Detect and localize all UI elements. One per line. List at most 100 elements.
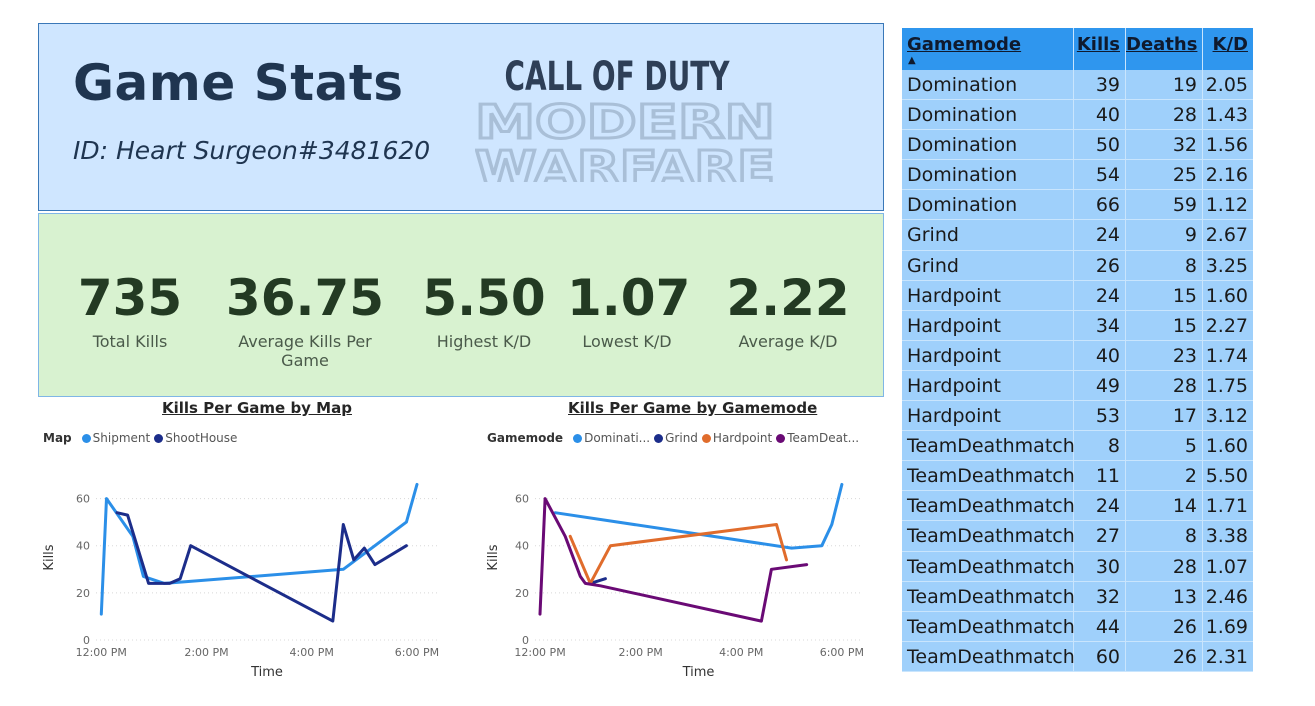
cell-gamemode: Domination bbox=[902, 70, 1074, 100]
cell-gamemode: Domination bbox=[902, 100, 1074, 130]
table-row[interactable]: Domination 54 25 2.16 bbox=[902, 160, 1253, 191]
cell-kd: 2.05 bbox=[1205, 74, 1248, 96]
column-header-gamemode[interactable]: Gamemode bbox=[902, 28, 1074, 70]
page-title: Game Stats bbox=[73, 54, 404, 112]
cell-gamemode: Domination bbox=[902, 130, 1074, 160]
kpi-lowest-kd: 1.07 Lowest K/D bbox=[567, 268, 690, 351]
cell-kills: 24 bbox=[1074, 491, 1126, 521]
cell-gamemode: Hardpoint bbox=[902, 370, 1074, 401]
legend-dot-icon bbox=[154, 434, 164, 443]
table-row[interactable]: Domination 39 19 2.05 bbox=[902, 70, 1253, 101]
y-axis-label: Kills bbox=[42, 544, 57, 570]
column-header-kills[interactable]: Kills bbox=[1074, 28, 1126, 70]
x-axis-label: Time bbox=[250, 665, 283, 680]
table-row[interactable]: TeamDeathmatch 24 14 1.71 bbox=[902, 491, 1253, 522]
cell-kd: 1.07 bbox=[1205, 555, 1248, 578]
cell-kills: 34 bbox=[1074, 310, 1126, 340]
table-row[interactable]: Domination 40 28 1.43 bbox=[902, 100, 1253, 131]
column-header-deaths[interactable]: Deaths bbox=[1126, 28, 1203, 70]
y-tick-label: 0 bbox=[83, 634, 90, 647]
kpi-label: Total Kills bbox=[92, 332, 168, 351]
cell-kd: 2.31 bbox=[1205, 645, 1248, 668]
series-line-shipment[interactable] bbox=[99, 482, 419, 616]
cell-kills: 53 bbox=[1074, 401, 1126, 431]
series-line-grind[interactable] bbox=[588, 577, 607, 585]
cell-deaths: 23 bbox=[1126, 340, 1203, 370]
y-tick-label: 60 bbox=[76, 493, 90, 506]
cell-kd: 1.12 bbox=[1205, 194, 1248, 217]
cell-kills: 27 bbox=[1074, 521, 1126, 551]
cell-kd: 1.60 bbox=[1205, 435, 1248, 458]
header-card: Game Stats ID: Heart Surgeon#3481620 CAL… bbox=[38, 23, 884, 211]
legend-item-hardpoint[interactable]: Hardpoint bbox=[712, 431, 773, 445]
series-line-shoothouse[interactable] bbox=[115, 511, 408, 623]
logo-line2: MODERN bbox=[475, 95, 775, 149]
cell-kills: 44 bbox=[1074, 611, 1126, 641]
legend-title: Map bbox=[43, 431, 72, 445]
table-row[interactable]: TeamDeathmatch 44 26 1.69 bbox=[902, 611, 1253, 642]
kpi-average-kd: 2.22 Average K/D bbox=[722, 268, 854, 351]
cell-gamemode: Hardpoint bbox=[902, 310, 1074, 340]
legend-dot-icon bbox=[573, 434, 583, 443]
cell-gamemode: TeamDeathmatch bbox=[902, 431, 1075, 461]
legend-item-shoothouse[interactable]: ShootHouse bbox=[165, 431, 238, 445]
cell-kd: 1.74 bbox=[1205, 344, 1248, 367]
x-tick-label: 12:00 PM bbox=[514, 646, 565, 659]
table-row[interactable]: Hardpoint 49 28 1.75 bbox=[902, 370, 1253, 402]
player-id: ID: Heart Surgeon#3481620 bbox=[73, 136, 431, 165]
cell-gamemode: Grind bbox=[902, 250, 1074, 280]
cell-kills: 40 bbox=[1074, 340, 1126, 370]
x-tick-label: 6:00 PM bbox=[820, 646, 864, 659]
cell-gamemode: Grind bbox=[902, 220, 1074, 250]
cell-gamemode: TeamDeathmatch bbox=[902, 461, 1075, 491]
cell-kd: 2.27 bbox=[1205, 314, 1248, 337]
table-body: Domination 39 19 2.05 Domination 40 28 1.43 Domi… bbox=[902, 70, 1253, 672]
table-row[interactable]: Hardpoint 40 23 1.74 bbox=[902, 340, 1253, 371]
cell-gamemode: Domination bbox=[902, 190, 1074, 220]
stats-table: Gamemode Kills Deaths K/D ▲ Domination 39… bbox=[902, 28, 1253, 672]
table-row[interactable]: TeamDeathmatch 32 13 2.46 bbox=[902, 581, 1253, 612]
logo-line1: CALL OF DUTY bbox=[505, 54, 731, 100]
legend-item-grind[interactable]: Grind bbox=[665, 431, 698, 445]
y-tick-label: 60 bbox=[515, 493, 529, 506]
table-row[interactable]: TeamDeathmatch 27 8 3.38 bbox=[902, 521, 1253, 552]
legend-item-shipment[interactable]: Shipment bbox=[92, 431, 151, 445]
cell-gamemode: TeamDeathmatch bbox=[902, 611, 1075, 641]
legend-dot-icon bbox=[654, 434, 664, 443]
table-row[interactable]: Grind 24 9 2.67 bbox=[902, 220, 1253, 251]
table-header-row: Gamemode Kills Deaths K/D ▲ bbox=[902, 28, 1253, 70]
x-tick-label: 4:00 PM bbox=[719, 646, 763, 659]
table-row[interactable]: Hardpoint 34 15 2.27 bbox=[902, 310, 1253, 341]
legend-dot-icon bbox=[776, 434, 786, 443]
series-line-hardpoint[interactable] bbox=[568, 523, 788, 585]
legend-item-domination[interactable]: Dominati... bbox=[584, 431, 651, 445]
table-row[interactable]: TeamDeathmatch 60 26 2.31 bbox=[902, 641, 1253, 672]
table-row[interactable]: Domination 66 59 1.12 bbox=[902, 190, 1253, 221]
cell-kd: 1.75 bbox=[1205, 374, 1248, 397]
chart-legend-gamemode: Gamemode Dominati... Grind Hardpoint TeamDea… bbox=[487, 431, 859, 445]
table-row[interactable]: Domination 50 32 1.56 bbox=[902, 130, 1253, 161]
table-row[interactable]: TeamDeathmatch 8 5 1.60 bbox=[902, 431, 1253, 462]
table-row[interactable]: TeamDeathmatch 11 2 5.50 bbox=[902, 461, 1253, 492]
cell-deaths: 14 bbox=[1126, 491, 1203, 521]
cell-deaths: 19 bbox=[1126, 70, 1203, 100]
table-row[interactable]: Hardpoint 53 17 3.12 bbox=[902, 401, 1253, 432]
table-row[interactable]: Hardpoint 24 15 1.60 bbox=[902, 280, 1253, 311]
chart-kills-by-map[interactable]: 0 20 40 60 12:00 PM 2:00 PM 4:00 PM 6:00 PM Time… bbox=[38, 455, 450, 685]
table-row[interactable]: TeamDeathmatch 30 28 1.07 bbox=[902, 551, 1253, 582]
table-row[interactable]: Grind 26 8 3.25 bbox=[902, 250, 1253, 281]
cell-gamemode: TeamDeathmatch bbox=[902, 521, 1075, 551]
cell-deaths: 8 bbox=[1126, 250, 1203, 280]
series-line-teamdeat[interactable] bbox=[538, 497, 809, 623]
legend-item-teamdeathmatch[interactable]: TeamDeat... bbox=[787, 431, 860, 445]
x-tick-label: 2:00 PM bbox=[184, 646, 228, 659]
x-tick-label: 2:00 PM bbox=[618, 646, 662, 659]
kpi-average-kills: 36.75 Average Kills Per Game bbox=[217, 268, 393, 370]
cell-kd: 1.60 bbox=[1205, 284, 1248, 307]
column-header-kd[interactable]: K/D bbox=[1212, 34, 1248, 55]
sort-ascending-icon[interactable]: ▲ bbox=[908, 55, 916, 66]
series-line-dominati[interactable] bbox=[553, 482, 844, 550]
logo-line3: WARFARE bbox=[475, 141, 775, 182]
chart-kills-by-gamemode[interactable]: 0 20 40 60 12:00 PM 2:00 PM 4:00 PM 6:00 PM Time… bbox=[482, 455, 877, 685]
cell-kills: 26 bbox=[1074, 250, 1126, 280]
